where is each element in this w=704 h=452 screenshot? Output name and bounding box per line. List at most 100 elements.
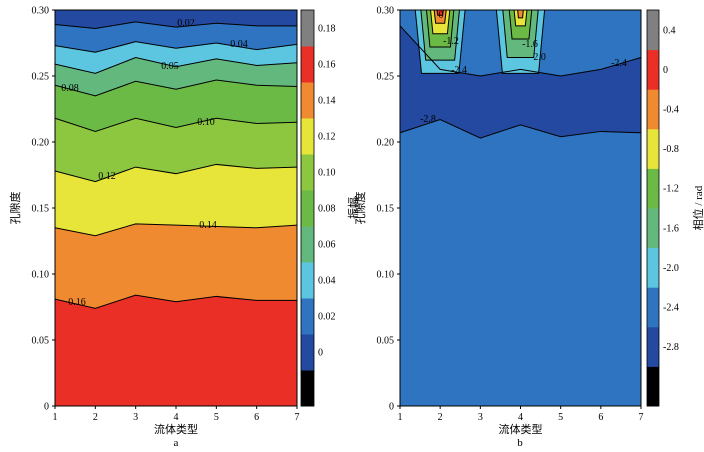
panel-b-phase-chart: -2.8 -2.4 -2.0 -1.6 -1.2 0 -2.4 1 2 3 4 5 6 7 0 0.05 0.1…: [353, 6, 704, 437]
colorbar-tick-label: -2.8: [663, 342, 679, 353]
contour-line: [54, 21, 297, 29]
phase-bands: [400, 9, 641, 406]
colorbar-segment: [647, 49, 659, 90]
contour-line: [399, 119, 642, 139]
contour-label: -2.4: [611, 58, 627, 69]
amplitude-band: [55, 79, 297, 132]
contour-label: -2.8: [420, 114, 436, 125]
y-tick-label: 0.30: [377, 6, 395, 17]
colorbar-tick-label: -2.4: [663, 303, 679, 314]
colorbar-tick-label: 0.12: [318, 132, 336, 143]
colorbar-tick-label: 0.18: [318, 24, 336, 35]
colorbar-segment: [647, 287, 659, 328]
colorbar-frame: [300, 9, 315, 407]
x-tick-label: 4: [518, 412, 523, 423]
colorbar-segment: [647, 168, 659, 209]
x-tick-label: 4: [174, 412, 179, 423]
colorbar-segment: [301, 226, 314, 263]
y-tick-label: 0.10: [377, 270, 395, 281]
contour-label: 0.02: [177, 18, 195, 29]
contour-label: 0.08: [61, 83, 79, 94]
x-tick-label: 2: [438, 412, 443, 423]
y-tick-label: 0.15: [377, 204, 395, 215]
contour-label: -2.4: [451, 65, 467, 76]
contour-label: 0.12: [98, 171, 116, 182]
contour-line: [54, 117, 298, 132]
amplitude-band: [55, 118, 297, 182]
amplitude-band: [55, 223, 297, 309]
amplitude-band: [55, 41, 297, 74]
x-tick-label: 5: [558, 412, 563, 423]
contour-line: [54, 163, 298, 183]
contour-line: [399, 25, 642, 77]
contour-label: 0.16: [68, 297, 86, 308]
x-tick-label: 7: [295, 412, 300, 423]
contour-label: -1.2: [443, 36, 459, 47]
colorbar-segment: [301, 46, 314, 83]
colorbar-segment: [647, 366, 659, 407]
colorbar-tick-label: -1.6: [663, 223, 679, 234]
colorbar-segment: [301, 118, 314, 155]
amplitude-band: [55, 164, 297, 236]
colorbar-frame: [646, 9, 660, 407]
x-tick-label: 1: [53, 412, 58, 423]
x-tick-label: 6: [598, 412, 603, 423]
y-tick-label: 0: [389, 402, 394, 413]
x-tick-label: 2: [93, 412, 98, 423]
panel-b-label: b: [517, 437, 523, 449]
contour-label: 0: [439, 10, 444, 21]
y-tick-label: 0.05: [32, 336, 50, 347]
y-tick-label: 0: [44, 402, 49, 413]
x-tick-label: 7: [639, 412, 644, 423]
x-tick-label: 5: [214, 412, 219, 423]
colorbar-label: 振幅: [346, 197, 360, 219]
contour-label: 0.04: [230, 39, 248, 50]
y-tick-label: 0.25: [377, 72, 395, 83]
contour-label: 0.05: [161, 61, 179, 72]
y-tick-label: 0.20: [377, 138, 395, 149]
colorbar-tick-label: -0.8: [663, 144, 679, 155]
contour-label: 0.14: [199, 220, 217, 231]
contour-line: [54, 41, 298, 53]
x-tick-label: 3: [133, 412, 138, 423]
colorbar-segment: [301, 334, 314, 371]
colorbar-tick-label: 0.4: [663, 25, 676, 36]
y-axis-label: 孔隙度: [8, 192, 22, 225]
x-tick-label: 6: [254, 412, 259, 423]
contour-line: [54, 294, 297, 309]
colorbar-tick-label: 0: [663, 65, 668, 76]
y-tick-label: 0.15: [32, 204, 50, 215]
colorbar-tick-label: 0: [318, 348, 323, 359]
colorbar-segment: [301, 262, 314, 299]
colorbar-segment: [301, 190, 314, 227]
colorbar-segment: [647, 89, 659, 130]
colorbar-label: 相位 / rad: [691, 185, 704, 230]
amplitude-bands: [55, 10, 297, 406]
y-tick-label: 0.20: [32, 138, 50, 149]
colorbar-tick-label: 0.06: [318, 240, 336, 251]
colorbar-segment: [301, 298, 314, 335]
amplitude-band: [55, 295, 297, 406]
y-tick-label: 0.25: [32, 72, 50, 83]
colorbar-tick-label: 0.08: [318, 204, 336, 215]
colorbar-tick-label: 0.16: [318, 60, 336, 71]
panel-a-label: a: [174, 437, 179, 449]
colorbar-segment: [301, 370, 314, 407]
x-tick-label: 1: [398, 412, 403, 423]
y-tick-label: 0.10: [32, 270, 50, 281]
x-axis-label: 流体类型: [499, 422, 543, 436]
colorbar-tick-label: 0.10: [318, 168, 336, 179]
phase-band: [400, 119, 641, 406]
y-tick-label: 0.30: [32, 6, 50, 17]
colorbar-tick-label: 0.02: [318, 312, 336, 323]
amplitude-band: [55, 57, 297, 96]
colorbar-segment: [301, 82, 314, 119]
x-tick-label: 3: [478, 412, 483, 423]
contour-line: [54, 79, 298, 97]
colorbar-tick-label: 0.14: [318, 96, 336, 107]
y-axis-label: 孔隙度: [353, 192, 367, 225]
y-tick-label: 0.05: [377, 336, 395, 347]
colorbar-segment: [647, 326, 659, 367]
contour-lines: [54, 21, 298, 309]
